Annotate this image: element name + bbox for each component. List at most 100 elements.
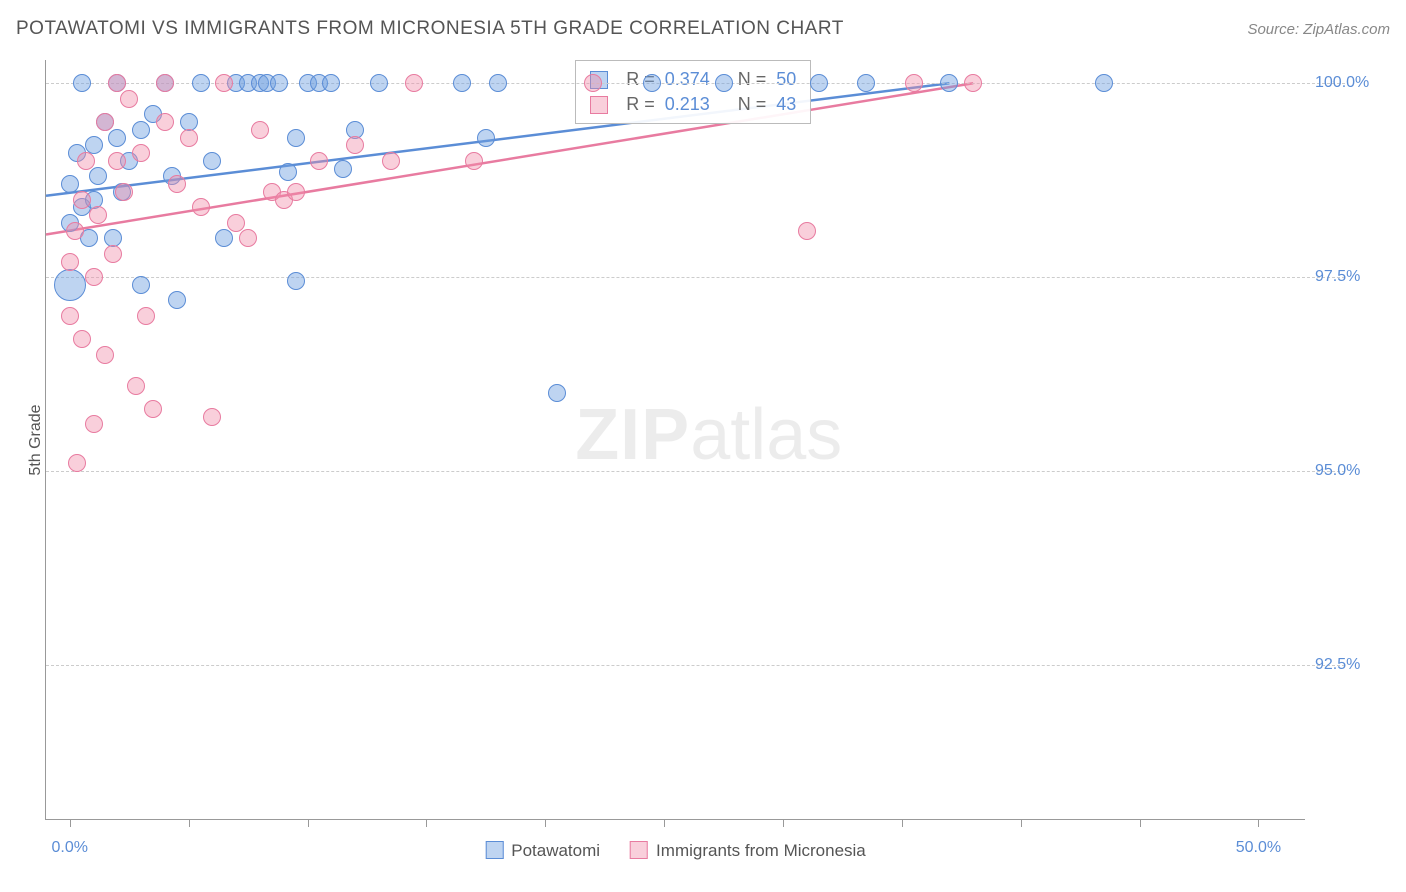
data-point [132,121,150,139]
xtick [426,819,427,827]
data-point [857,74,875,92]
ytick-label: 100.0% [1315,74,1395,92]
data-point [322,74,340,92]
trend-lines [46,60,1306,820]
data-point [108,152,126,170]
data-point [643,74,661,92]
xtick [545,819,546,827]
data-point [108,74,126,92]
data-point [548,384,566,402]
data-point [715,74,733,92]
data-point [156,74,174,92]
xtick [308,819,309,827]
data-point [477,129,495,147]
data-point [203,408,221,426]
data-point [180,129,198,147]
data-point [489,74,507,92]
data-point [73,191,91,209]
stats-r-label: R = [626,94,655,115]
data-point [127,377,145,395]
legend-item: Immigrants from Micronesia [630,841,866,861]
xtick [1140,819,1141,827]
data-point [61,175,79,193]
data-point [61,253,79,271]
ytick-label: 95.0% [1315,462,1395,480]
data-point [453,74,471,92]
data-point [203,152,221,170]
data-point [940,74,958,92]
data-point [61,307,79,325]
plot-area: ZIPatlas R =0.374N =50R =0.213N =43 Pota… [45,60,1305,820]
xtick [664,819,665,827]
data-point [334,160,352,178]
data-point [96,346,114,364]
data-point [156,113,174,131]
data-point [104,245,122,263]
xtick [1258,819,1259,827]
data-point [192,74,210,92]
stats-swatch [590,96,608,114]
gridline-h [46,471,1345,472]
stats-row: R = 0.213 N = 43 [590,92,796,117]
data-point [168,175,186,193]
data-point [279,163,297,181]
gridline-h [46,665,1345,666]
legend-label: Potawatomi [511,841,600,860]
data-point [192,198,210,216]
legend-label: Immigrants from Micronesia [656,841,866,860]
stats-r-value: 0.213 [665,94,710,115]
data-point [137,307,155,325]
stats-n-value: 50 [776,69,796,90]
data-point [85,415,103,433]
data-point [270,74,288,92]
trend-line [46,83,973,234]
data-point [239,229,257,247]
xtick [189,819,190,827]
data-point [251,121,269,139]
data-point [1095,74,1113,92]
data-point [287,129,305,147]
data-point [54,269,86,301]
xtick-label: 0.0% [52,839,88,857]
chart-title: POTAWATOMI VS IMMIGRANTS FROM MICRONESIA… [16,18,844,40]
data-point [77,152,95,170]
data-point [115,183,133,201]
data-point [89,167,107,185]
data-point [405,74,423,92]
data-point [132,276,150,294]
data-point [310,152,328,170]
xtick [1021,819,1022,827]
stats-box: R =0.374N =50R =0.213N =43 [575,60,811,124]
stats-n-value: 43 [776,94,796,115]
data-point [287,272,305,290]
data-point [346,136,364,154]
data-point [168,291,186,309]
ytick-label: 97.5% [1315,268,1395,286]
data-point [798,222,816,240]
legend-swatch [485,841,503,859]
stats-row: R =0.374N =50 [590,67,796,92]
data-point [227,214,245,232]
xtick [902,819,903,827]
data-point [287,183,305,201]
data-point [73,330,91,348]
stats-n-label: N = [738,69,767,90]
data-point [85,268,103,286]
xtick-label: 50.0% [1236,839,1281,857]
data-point [73,74,91,92]
source-label: Source: ZipAtlas.com [1247,21,1390,38]
data-point [96,113,114,131]
legend: Potawatomi Immigrants from Micronesia [485,841,866,861]
data-point [584,74,602,92]
data-point [370,74,388,92]
data-point [964,74,982,92]
data-point [465,152,483,170]
xtick [783,819,784,827]
data-point [89,206,107,224]
data-point [108,129,126,147]
legend-item: Potawatomi [485,841,600,861]
data-point [66,222,84,240]
data-point [144,400,162,418]
ytick-label: 92.5% [1315,656,1395,674]
stats-n-label: N = [738,94,767,115]
